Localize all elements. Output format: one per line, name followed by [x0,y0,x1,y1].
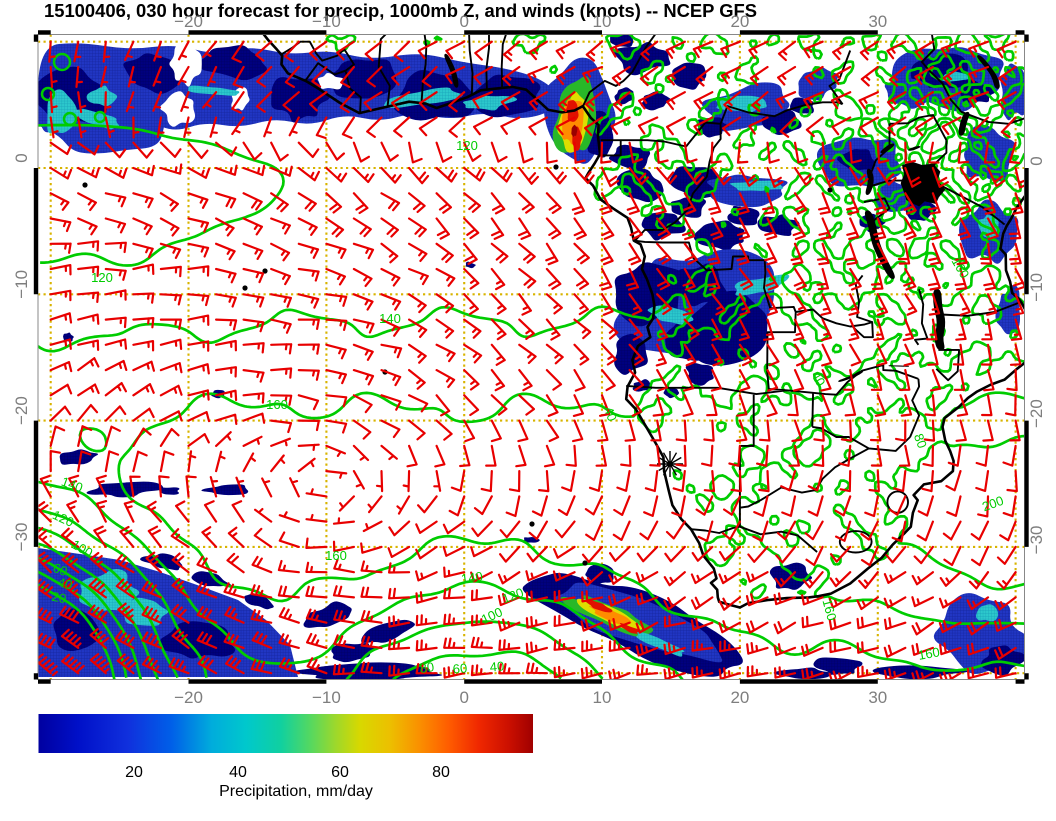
svg-text:60: 60 [51,560,70,579]
svg-text:30: 30 [868,688,887,707]
svg-text:−20: −20 [1027,399,1046,428]
svg-text:10: 10 [593,688,612,707]
svg-text:20: 20 [730,688,749,707]
svg-text:200: 200 [980,493,1006,515]
svg-text:120: 120 [91,270,113,285]
svg-text:80: 80 [432,764,450,781]
svg-text:Precipitation, mm/day: Precipitation, mm/day [219,783,373,800]
svg-text:0: 0 [12,153,31,162]
svg-text:0: 0 [459,688,468,707]
svg-text:40: 40 [56,574,74,592]
svg-text:−10: −10 [12,270,31,299]
svg-text:−30: −30 [1027,525,1046,554]
svg-text:−10: −10 [1027,273,1046,302]
svg-text:40: 40 [808,369,828,389]
svg-text:−20: −20 [12,396,31,425]
svg-text:0: 0 [1027,156,1046,165]
svg-text:80: 80 [419,659,435,676]
svg-text:10: 10 [593,12,612,31]
svg-text:160: 160 [266,397,288,412]
svg-text:140: 140 [59,474,85,496]
svg-text:40: 40 [601,404,620,423]
svg-text:−10: −10 [312,12,341,31]
svg-text:160: 160 [325,548,347,563]
svg-text:40: 40 [489,658,505,674]
svg-text:−10: −10 [312,688,341,707]
svg-text:160: 160 [819,597,839,622]
svg-text:60: 60 [452,660,468,676]
svg-text:80: 80 [911,431,930,450]
svg-text:60: 60 [331,764,349,781]
svg-text:−20: −20 [174,688,203,707]
svg-text:15100406, 030 hour forecast fo: 15100406, 030 hour forecast for precip, … [44,0,757,21]
svg-text:40: 40 [229,764,247,781]
svg-text:20: 20 [730,12,749,31]
svg-text:−30: −30 [12,522,31,551]
svg-text:20: 20 [51,589,68,606]
svg-text:120: 120 [500,585,526,607]
svg-text:160: 160 [917,644,941,663]
svg-text:30: 30 [868,12,887,31]
svg-text:0: 0 [459,12,468,31]
svg-text:140: 140 [379,311,401,326]
svg-text:−20: −20 [174,12,203,31]
svg-text:120: 120 [456,138,478,153]
svg-text:20: 20 [125,764,143,781]
svg-text:140: 140 [460,569,484,587]
